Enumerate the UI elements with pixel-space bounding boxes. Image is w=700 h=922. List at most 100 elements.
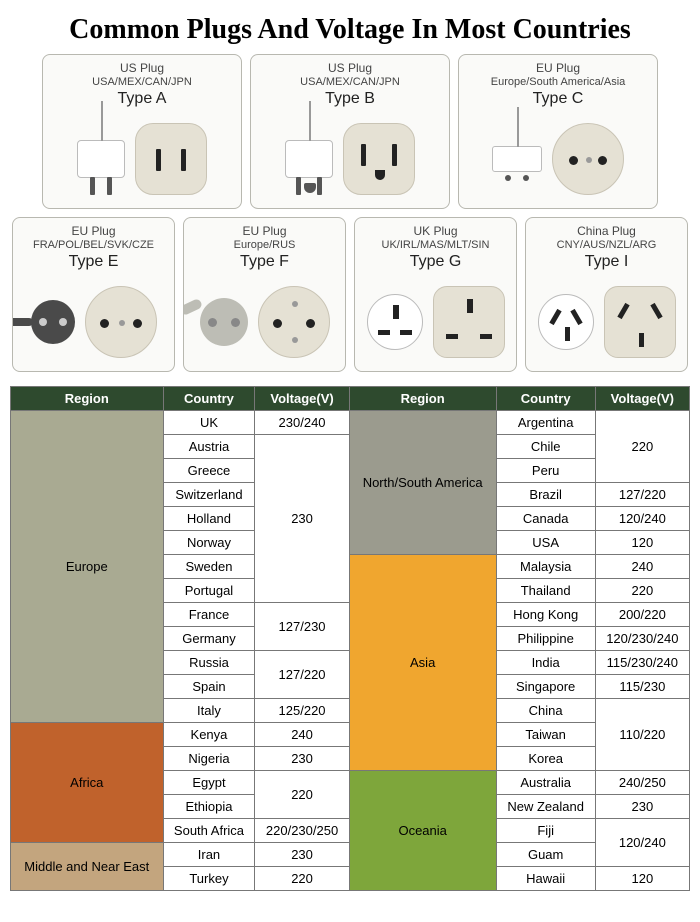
plug-type-label: Type F bbox=[188, 253, 341, 271]
table-cell: Argentina bbox=[496, 411, 595, 435]
table-cell: USA bbox=[496, 531, 595, 555]
table-cell: Turkey bbox=[163, 867, 255, 891]
plug-countries: USA/MEX/CAN/JPN bbox=[47, 76, 237, 88]
table-cell: 240 bbox=[255, 723, 349, 747]
table-cell: Africa bbox=[11, 723, 164, 843]
plug-header: EU Plug bbox=[463, 61, 653, 75]
table-cell: Taiwan bbox=[496, 723, 595, 747]
table-cell: New Zealand bbox=[496, 795, 595, 819]
socket-illustration bbox=[552, 123, 624, 195]
socket-illustration bbox=[135, 123, 207, 195]
plug-countries: Europe/RUS bbox=[188, 239, 341, 251]
table-cell: Austria bbox=[163, 435, 255, 459]
table-cell: Spain bbox=[163, 675, 255, 699]
table-cell: 230 bbox=[255, 843, 349, 867]
table-cell: Switzerland bbox=[163, 483, 255, 507]
table-cell: Oceania bbox=[349, 771, 496, 891]
table-cell: Russia bbox=[163, 651, 255, 675]
plug-header: EU Plug bbox=[188, 224, 341, 238]
plug-illustration bbox=[31, 300, 75, 344]
table-cell: 110/220 bbox=[595, 699, 689, 771]
table-cell: 120 bbox=[595, 531, 689, 555]
table-cell: 220/230/250 bbox=[255, 819, 349, 843]
plug-illustration bbox=[538, 294, 594, 350]
table-cell: Holland bbox=[163, 507, 255, 531]
table-cell: Hawaii bbox=[496, 867, 595, 891]
table-cell: 230 bbox=[255, 435, 349, 603]
table-cell: Brazil bbox=[496, 483, 595, 507]
table-cell: 230/240 bbox=[255, 411, 349, 435]
plug-countries: FRA/POL/BEL/SVK/CZE bbox=[17, 239, 170, 251]
table-cell: 127/230 bbox=[255, 603, 349, 651]
plug-type-label: Type A bbox=[47, 90, 237, 108]
plug-header: UK Plug bbox=[359, 224, 512, 238]
table-header-row: Region Country Voltage(V) Region Country… bbox=[11, 387, 690, 411]
table-cell: Germany bbox=[163, 627, 255, 651]
table-cell: Australia bbox=[496, 771, 595, 795]
table-cell: 120/230/240 bbox=[595, 627, 689, 651]
table-cell: Nigeria bbox=[163, 747, 255, 771]
table-cell: France bbox=[163, 603, 255, 627]
plug-type-label: Type I bbox=[530, 253, 683, 271]
plug-type-label: Type B bbox=[255, 90, 445, 108]
plug-illustration bbox=[200, 298, 248, 346]
table-cell: 115/230/240 bbox=[595, 651, 689, 675]
col-region: Region bbox=[11, 387, 164, 411]
table-cell: Chile bbox=[496, 435, 595, 459]
table-cell: Hong Kong bbox=[496, 603, 595, 627]
table-cell: 125/220 bbox=[255, 699, 349, 723]
socket-illustration bbox=[85, 286, 157, 358]
table-cell: Norway bbox=[163, 531, 255, 555]
table-cell: North/South America bbox=[349, 411, 496, 555]
col-region-2: Region bbox=[349, 387, 496, 411]
table-cell: 115/230 bbox=[595, 675, 689, 699]
table-cell: 120/240 bbox=[595, 819, 689, 867]
table-cell: Guam bbox=[496, 843, 595, 867]
table-cell: UK bbox=[163, 411, 255, 435]
table-cell: 127/220 bbox=[595, 483, 689, 507]
table-cell: Philippine bbox=[496, 627, 595, 651]
table-cell: Peru bbox=[496, 459, 595, 483]
table-cell: China bbox=[496, 699, 595, 723]
socket-illustration bbox=[433, 286, 505, 358]
plug-illustration bbox=[77, 140, 125, 178]
table-cell: Kenya bbox=[163, 723, 255, 747]
table-cell: Portugal bbox=[163, 579, 255, 603]
plug-type-label: Type C bbox=[463, 90, 653, 108]
plug-card-type-i: China Plug CNY/AUS/NZL/ARG Type I bbox=[525, 217, 688, 372]
table-cell: Iran bbox=[163, 843, 255, 867]
table-cell: Malaysia bbox=[496, 555, 595, 579]
table-cell: South Africa bbox=[163, 819, 255, 843]
table-cell: Canada bbox=[496, 507, 595, 531]
table-cell: Italy bbox=[163, 699, 255, 723]
table-cell: 220 bbox=[255, 867, 349, 891]
plug-card-type-a: US Plug USA/MEX/CAN/JPN Type A bbox=[42, 54, 242, 209]
col-voltage-2: Voltage(V) bbox=[595, 387, 689, 411]
plug-card-type-g: UK Plug UK/IRL/MAS/MLT/SIN Type G bbox=[354, 217, 517, 372]
table-cell: 240 bbox=[595, 555, 689, 579]
page-title: Common Plugs And Voltage In Most Countri… bbox=[0, 0, 700, 54]
plug-countries: CNY/AUS/NZL/ARG bbox=[530, 239, 683, 251]
table-cell: Europe bbox=[11, 411, 164, 723]
plug-header: US Plug bbox=[47, 61, 237, 75]
table-cell: 120 bbox=[595, 867, 689, 891]
plug-countries: USA/MEX/CAN/JPN bbox=[255, 76, 445, 88]
plug-card-type-b: US Plug USA/MEX/CAN/JPN Type B bbox=[250, 54, 450, 209]
plug-illustration bbox=[285, 140, 333, 178]
plug-header: EU Plug bbox=[17, 224, 170, 238]
table-cell: 127/220 bbox=[255, 651, 349, 699]
socket-illustration bbox=[604, 286, 676, 358]
table-cell: 230 bbox=[595, 795, 689, 819]
table-cell: Greece bbox=[163, 459, 255, 483]
plug-header: US Plug bbox=[255, 61, 445, 75]
table-cell: 220 bbox=[595, 411, 689, 483]
table-row: EuropeUK230/240North/South AmericaArgent… bbox=[11, 411, 690, 435]
table-cell: Thailand bbox=[496, 579, 595, 603]
table-cell: Korea bbox=[496, 747, 595, 771]
table-cell: 220 bbox=[595, 579, 689, 603]
col-country-2: Country bbox=[496, 387, 595, 411]
plug-header: China Plug bbox=[530, 224, 683, 238]
table-cell: Asia bbox=[349, 555, 496, 771]
table-cell: Egypt bbox=[163, 771, 255, 795]
table-cell: Sweden bbox=[163, 555, 255, 579]
